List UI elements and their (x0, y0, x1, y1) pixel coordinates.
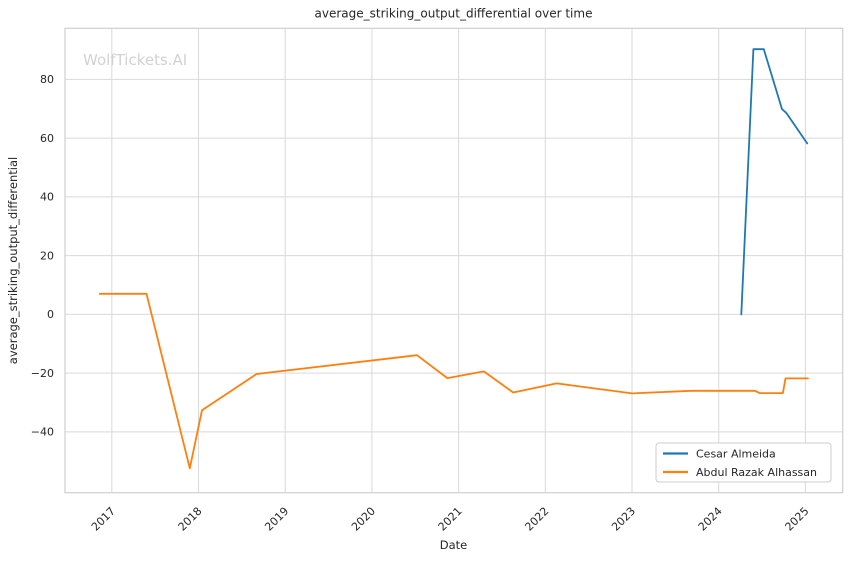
y-axis-tick-labels: −40 −20 0 20 40 60 80 (31, 73, 54, 438)
y-tick-label: 80 (40, 73, 54, 86)
series-line-abdul-razak-alhassan (98, 292, 809, 470)
x-axis-tick-labels: 2017 2018 2019 2020 2021 2022 2023 2024 2025 (89, 505, 812, 534)
y-tick-label: 0 (47, 308, 54, 321)
x-tick-label: 2021 (436, 505, 465, 534)
chart-title: average_striking_output_differential ove… (315, 7, 593, 21)
legend-box (655, 442, 832, 483)
plot-area (65, 28, 843, 493)
x-tick-label: 2018 (176, 505, 205, 534)
x-tick-label: 2022 (522, 505, 551, 534)
y-tick-label: 60 (40, 132, 54, 145)
legend-label-abdul-razak-alhassan: Abdul Razak Alhassan (696, 466, 817, 479)
y-tick-label: 40 (40, 191, 54, 204)
legend-label-cesar-almeida: Cesar Almeida (696, 448, 776, 461)
x-axis-label: Date (440, 538, 468, 552)
x-tick-label: 2023 (609, 505, 638, 534)
legend: Cesar Almeida Abdul Razak Alhassan (655, 442, 832, 483)
plot-border (64, 27, 844, 494)
y-tick-label: −20 (31, 367, 54, 380)
y-tick-label: −40 (31, 426, 54, 439)
x-tick-label: 2020 (349, 505, 378, 534)
gridlines (65, 28, 843, 493)
x-tick-label: 2019 (262, 505, 291, 534)
x-tick-label: 2024 (696, 505, 725, 534)
y-axis-label: average_striking_output_differential (6, 157, 20, 364)
data-series (98, 48, 809, 470)
x-tick-label: 2025 (783, 505, 812, 534)
series-line-cesar-almeida (740, 48, 809, 316)
x-tick-label: 2017 (89, 505, 118, 534)
y-tick-label: 20 (40, 249, 54, 262)
watermark-text: WolfTickets.AI (83, 51, 187, 69)
